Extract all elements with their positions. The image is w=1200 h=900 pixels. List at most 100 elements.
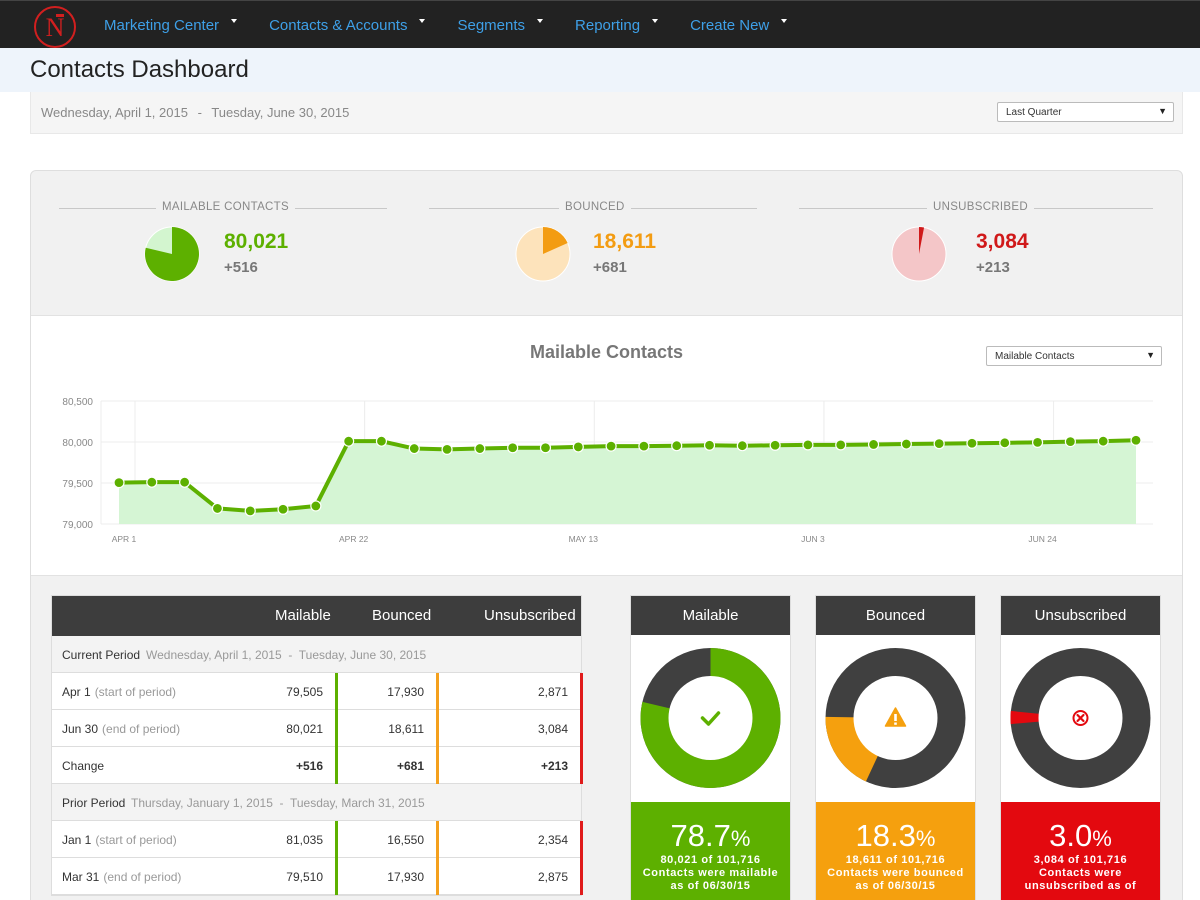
stat-label: BOUNCED: [559, 201, 631, 213]
data-point: [507, 442, 519, 454]
check-icon: [700, 711, 721, 726]
cell-unsubscribed: 2,871: [537, 685, 568, 699]
table-row: Change +516 +681 +213: [52, 747, 583, 784]
row-label: Jun 30 (end of period): [62, 722, 180, 736]
card-line: Contacts were bounced: [827, 867, 964, 879]
table-row: Apr 1 (start of period) 79,505 17,930 2,8…: [52, 673, 583, 710]
stat-value: 3,084: [976, 230, 1029, 253]
row-label-text: Jun 30: [62, 722, 99, 736]
period-select[interactable]: Last Quarter ▼: [997, 102, 1174, 122]
data-point: [1031, 436, 1044, 449]
row-label-sub: (end of period): [102, 722, 181, 736]
menu-label: Create New: [690, 16, 770, 34]
line-chart: 80,500 80,000 79,500 79,000 APR 1 APR 22 MAY 1…: [62, 397, 1153, 544]
data-point: [1064, 435, 1076, 448]
card-percent-value: 3.0: [1049, 818, 1093, 853]
row-label-sub: (start of period): [94, 685, 177, 699]
card-line: Contacts were mailable: [642, 867, 779, 879]
stat-delta: +681: [593, 259, 627, 276]
card-percent: 78.7%: [631, 818, 790, 854]
data-point: [277, 503, 289, 515]
cell-bounced: 17,930: [387, 685, 424, 699]
row-label: Mar 31 (end of period): [62, 870, 181, 884]
cell-unsubscribed: 2,875: [537, 870, 568, 884]
data-point: [1097, 435, 1109, 447]
data-point: [113, 476, 125, 489]
cell-mailable: 79,505: [286, 685, 323, 699]
data-point: [310, 500, 322, 512]
table-header: Mailable Bounced Unsubscribed: [52, 596, 581, 636]
x-tick-label: APR 22: [339, 534, 369, 544]
row-label-text: Change: [62, 759, 105, 773]
unsubscribed-bar: [580, 710, 583, 747]
data-point: [999, 437, 1011, 449]
date-range-text: Wednesday, April 1, 2015 - Tuesday, June…: [41, 105, 349, 120]
bounced-bar: [436, 858, 439, 895]
cell-bounced: 18,611: [388, 722, 424, 736]
caret-down-icon: [231, 19, 238, 23]
x-tick-label: JUN 3: [801, 534, 825, 544]
select-arrow-icon: ▼: [1158, 106, 1167, 116]
stat-pie: [891, 226, 947, 282]
logo-flag-icon: [56, 14, 64, 17]
menu-segments[interactable]: Segments: [441, 1, 559, 49]
data-point: [539, 442, 552, 454]
card-footer: 18.3% 18,611 of 101,716 Contacts were bo…: [816, 802, 975, 900]
card-footer: 3.0% 3,084 of 101,716 Contacts were unsu…: [1001, 802, 1160, 900]
stat-unsubscribed: UNSUBSCRIBED 3,084 +213: [799, 171, 1153, 315]
unsubscribe-x-mark: [1076, 713, 1085, 723]
chart-metric-select[interactable]: Mailable Contacts ▼: [986, 346, 1162, 366]
card-line: Contacts were: [1039, 867, 1122, 879]
stat-delta: +213: [976, 259, 1010, 276]
cell-bounced: +681: [396, 759, 424, 773]
data-point: [375, 435, 388, 447]
bounced-bar: [436, 747, 439, 784]
y-tick-label: 79,500: [62, 479, 93, 490]
cell-bounced: 17,930: [387, 870, 424, 884]
data-point: [671, 440, 683, 452]
date-separator: -: [197, 105, 202, 120]
period-row-prior: Prior Period Thursday, January 1, 2015 -…: [52, 784, 581, 821]
data-point: [736, 440, 748, 452]
data-point: [933, 438, 945, 450]
donut-hole: [668, 676, 753, 760]
card-percent: 3.0%: [1001, 818, 1160, 854]
column-header-unsubscribed: Unsubscribed: [484, 607, 576, 624]
card-bounced: Bounced 18.3% 18,611 of 101,716 Contacts…: [815, 595, 976, 900]
menu-marketing-center[interactable]: Marketing Center: [88, 1, 253, 49]
stat-mailable: MAILABLE CONTACTS 80,021 +516: [59, 171, 389, 315]
logo[interactable]: N: [34, 6, 76, 48]
title-bar: Contacts Dashboard: [0, 48, 1200, 92]
main-menu: Marketing Center Contacts & Accounts Seg…: [88, 1, 803, 49]
menu-label: Contacts & Accounts: [269, 16, 408, 34]
y-tick-label: 80,500: [62, 397, 93, 408]
unsubscribed-bar: [580, 858, 583, 895]
cell-bounced: 16,550: [387, 833, 424, 847]
mailable-bar: [335, 673, 338, 710]
menu-create-new[interactable]: Create New: [674, 1, 803, 49]
period-select-value: Last Quarter: [1006, 107, 1062, 118]
logo-letter: N: [45, 13, 65, 42]
caret-down-icon: [652, 19, 659, 23]
menu-contacts-accounts[interactable]: Contacts & Accounts: [253, 1, 441, 49]
dashboard-panel: MAILABLE CONTACTS 80,021 +516 BOUNCED 18…: [30, 170, 1183, 900]
donut-chart: [640, 648, 781, 788]
caret-down-icon: [419, 19, 426, 23]
mailable-bar: [335, 821, 338, 858]
data-point: [605, 440, 617, 452]
cell-mailable: 81,035: [286, 833, 323, 847]
stat-bounced: BOUNCED 18,611 +681: [429, 171, 759, 315]
caret-down-icon: [537, 19, 544, 23]
donut-chart: [825, 648, 966, 788]
menu-reporting[interactable]: Reporting: [559, 1, 674, 49]
cell-mailable: 80,021: [286, 722, 323, 736]
card-line: 80,021 of 101,716: [660, 854, 761, 866]
unsubscribed-bar: [580, 821, 583, 858]
x-tick-label: APR 1: [112, 534, 137, 544]
data-point: [146, 476, 158, 488]
date-start: Wednesday, April 1, 2015: [41, 105, 188, 120]
row-label-text: Jan 1: [62, 833, 92, 847]
row-label-sub: (end of period): [103, 870, 182, 884]
row-label: Change: [62, 759, 108, 773]
cell-unsubscribed: +213: [540, 759, 568, 773]
